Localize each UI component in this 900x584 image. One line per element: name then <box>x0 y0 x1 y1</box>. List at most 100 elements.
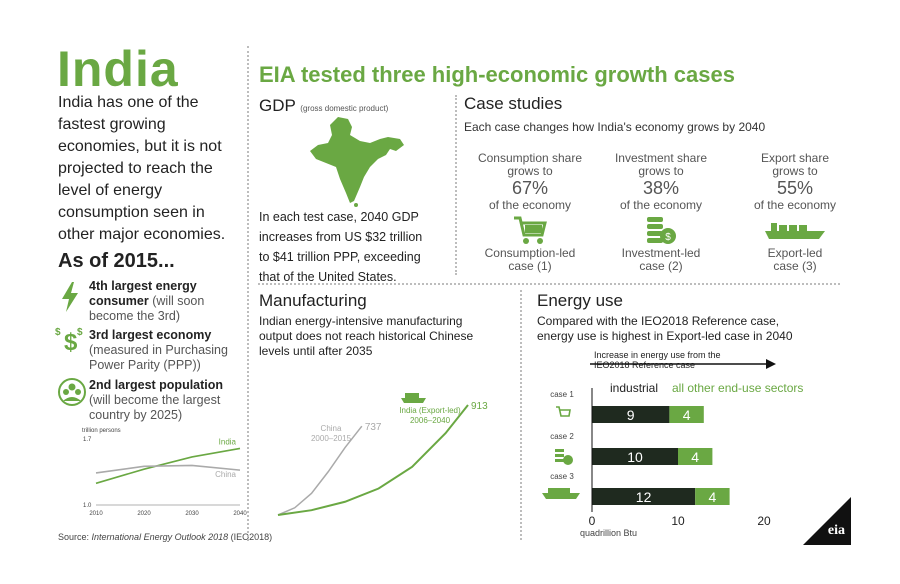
lightning-icon <box>60 282 80 312</box>
x-axis-label: quadrillion Btu <box>580 528 637 538</box>
manufacturing-title: Manufacturing <box>259 291 367 310</box>
fact-energy: 4th largest energy consumer (will soon b… <box>89 279 239 324</box>
eia-logo: eia <box>803 497 851 545</box>
data-label: 4 <box>709 489 717 505</box>
case-share: Consumption share <box>477 151 583 165</box>
x-tick-label: 2040 <box>233 511 247 517</box>
case-name: Export-led <box>767 246 823 260</box>
coins-icon <box>555 459 564 462</box>
population-chart: trillion persons 1.7 1.0 2010 2020 2030 2040 In… <box>82 428 247 517</box>
case-of: of the economy <box>753 198 837 212</box>
intro-line: fastest growing <box>58 116 166 133</box>
manufacturing-text: Indian energy-intensive manufacturing ou… <box>259 314 473 359</box>
ship-icon <box>730 215 860 247</box>
case-share: Investment share <box>614 151 708 165</box>
intro-line: other major economies. <box>58 226 226 243</box>
divider-main <box>247 46 249 541</box>
data-label: 12 <box>636 489 652 505</box>
fact-population: 2nd largest population (will become the … <box>89 378 244 423</box>
main-heading: EIA tested three high-economic growth ca… <box>259 62 735 87</box>
case-share: grows to <box>772 164 818 178</box>
fact-economy: 3rd largest economy (measured in Purchas… <box>89 328 239 373</box>
fact-detail: become the 3rd) <box>89 309 181 323</box>
bar-industrial <box>592 406 670 423</box>
dollar-icon: $ $ $ <box>55 327 83 356</box>
series-label: India (Export-led) <box>399 406 461 415</box>
gdp-line: to $41 trillion PPP, exceeding <box>259 250 421 264</box>
energy-line: energy use is highest in Export-led case… <box>537 329 793 343</box>
source-suffix: (IEO2018) <box>228 532 273 542</box>
page-title: India <box>57 41 179 97</box>
case-name: case (3) <box>773 259 817 273</box>
case-name: case (2) <box>639 259 683 273</box>
fact-bold: consumer <box>89 294 149 308</box>
intro-line: consumption seen in <box>58 204 205 221</box>
category-label: case 1 <box>550 390 574 399</box>
source-title: International Energy Outlook 2018 <box>91 532 229 542</box>
data-label: 9 <box>627 407 635 423</box>
series-line-india <box>277 404 469 516</box>
x-tick-label: 2010 <box>89 511 103 517</box>
source-prefix: Source: <box>58 532 92 542</box>
intro-text: India has one of the fastest growing eco… <box>58 92 243 246</box>
case-of: of the economy <box>488 198 572 212</box>
fact-detail: Power Parity (PPP)) <box>89 358 201 372</box>
bar-industrial <box>592 448 678 465</box>
divider-gdp <box>455 95 457 275</box>
y-tick-label: 1.0 <box>83 503 92 509</box>
divider-horizontal <box>258 283 840 285</box>
svg-text:$: $ <box>665 232 671 243</box>
legend-item: industrial <box>610 381 658 395</box>
x-tick-label: 10 <box>671 514 685 528</box>
x-tick-label: 2020 <box>137 511 151 517</box>
manufacturing-line: output does not reach historical Chinese <box>259 329 474 343</box>
gdp-title: GDP (gross domestic product) <box>259 96 388 116</box>
data-label: 913 <box>471 401 488 412</box>
x-tick-label: 0 <box>589 514 596 528</box>
chart-header: IEO2018 Reference case <box>594 360 695 370</box>
case-name: Consumption-led <box>484 246 576 260</box>
bar-other <box>678 448 713 465</box>
shopping-cart-icon <box>556 406 571 417</box>
gdp-text: In each test case, 2040 GDP increases fr… <box>259 207 422 287</box>
case-percent: 55% <box>776 178 814 198</box>
as-of-heading: As of 2015... <box>58 250 175 272</box>
arrow-head <box>766 359 776 369</box>
series-line-china <box>95 464 241 474</box>
energy-text: Compared with the IEO2018 Reference case… <box>537 314 793 344</box>
intro-line: India has one of the <box>58 94 199 111</box>
fact-bold: 4th largest energy <box>89 279 197 293</box>
data-label: 10 <box>627 449 643 465</box>
case-percent: 67% <box>511 178 549 198</box>
gdp-line: In each test case, 2040 GDP <box>259 210 419 224</box>
case-percent: 38% <box>642 178 680 198</box>
coins-icon <box>563 455 573 465</box>
coins-icon <box>555 449 564 452</box>
axis-label: trillion persons <box>82 428 121 434</box>
ship-icon <box>405 393 419 398</box>
ship-icon <box>542 493 580 499</box>
case-share: Export share <box>760 151 830 165</box>
bar-industrial <box>592 488 696 505</box>
data-label: 737 <box>365 422 382 433</box>
series-label: China <box>215 470 236 479</box>
gdp-line: that of the United States. <box>259 270 397 284</box>
case-share: grows to <box>638 164 684 178</box>
coins-icon <box>555 454 564 457</box>
fact-detail: (measured in Purchasing <box>89 343 228 357</box>
bar-other <box>669 406 704 423</box>
data-label: 4 <box>691 449 699 465</box>
series-label: India <box>219 437 237 446</box>
series-label: 2000–2015 <box>311 434 352 443</box>
manufacturing-line: levels until after 2035 <box>259 344 373 358</box>
case-name: Investment-led <box>621 246 701 260</box>
coins-icon: $ <box>596 215 726 247</box>
category-label: case 2 <box>550 432 574 441</box>
y-tick-label: 1.7 <box>83 437 92 443</box>
case-studies-title: Case studies <box>464 94 563 113</box>
series-line-india <box>95 447 241 485</box>
bar-other <box>695 488 730 505</box>
x-tick-label: 20 <box>757 514 771 528</box>
